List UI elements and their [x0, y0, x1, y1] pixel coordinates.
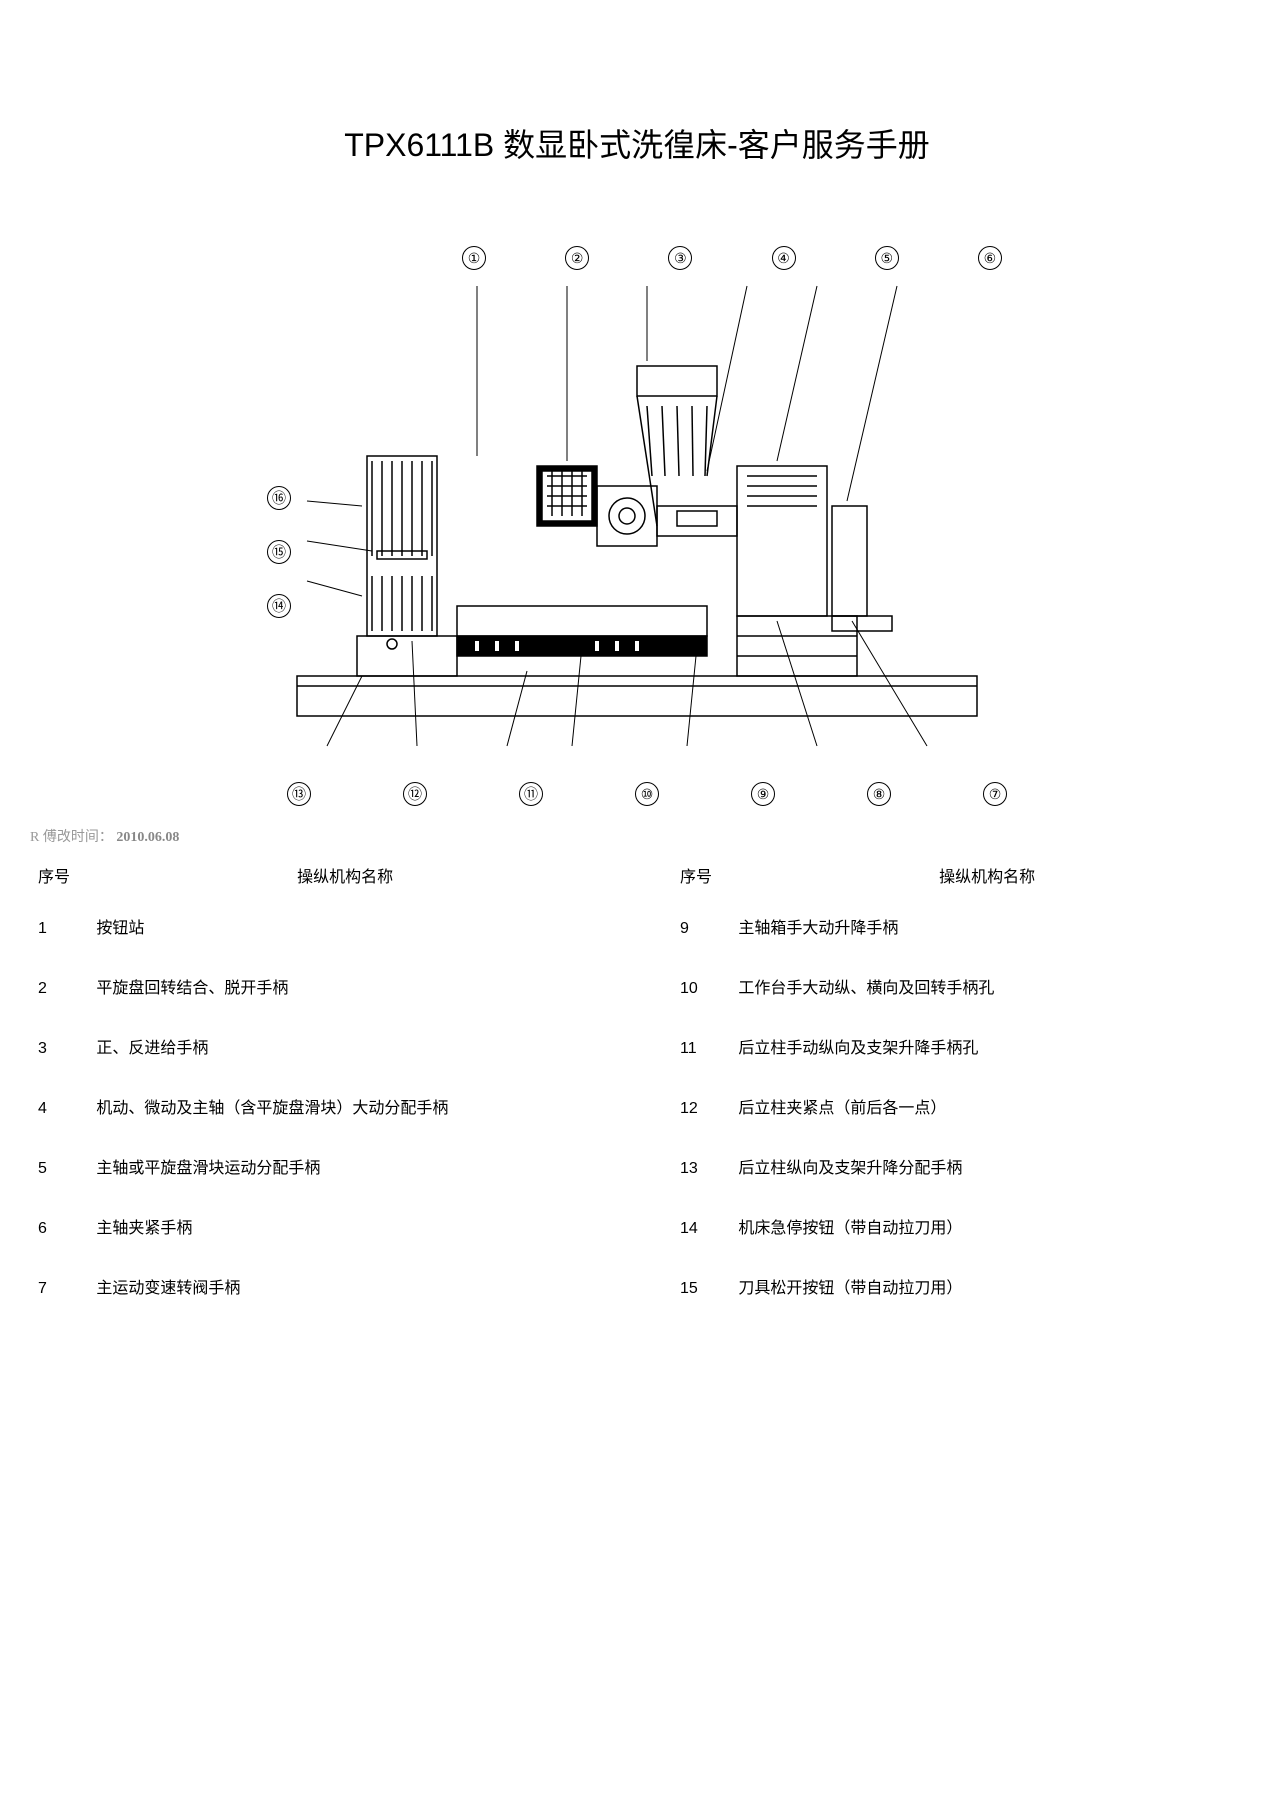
row-num: 4	[30, 1079, 88, 1139]
row-num: 5	[30, 1139, 88, 1199]
row-name: 后立柱纵向及支架升降分配手柄	[730, 1139, 1244, 1199]
row-num: 15	[672, 1259, 730, 1319]
callout-4: ④	[772, 246, 796, 270]
callout-8: ⑧	[867, 782, 891, 806]
row-name: 机动、微动及主轴（含平旋盘滑块）大动分配手柄	[88, 1079, 602, 1139]
row-num: 6	[30, 1199, 88, 1259]
row-name: 后立柱手动纵向及支架升降手柄孔	[730, 1019, 1244, 1079]
callout-row-bottom: ⑬ ⑫ ⑪ ⑩ ⑨ ⑧ ⑦	[287, 782, 1007, 806]
callout-7: ⑦	[983, 782, 1007, 806]
callout-1: ①	[462, 246, 486, 270]
callout-3: ③	[668, 246, 692, 270]
table-row: 2 平旋盘回转结合、脱开手柄 10 工作台手大动纵、横向及回转手柄孔	[30, 959, 1244, 1019]
table-row: 3 正、反进给手柄 11 后立柱手动纵向及支架升降手柄孔	[30, 1019, 1244, 1079]
row-name: 主轴或平旋盘滑块运动分配手柄	[88, 1139, 602, 1199]
row-name: 平旋盘回转结合、脱开手柄	[88, 959, 602, 1019]
table-row: 7 主运动变速转阀手柄 15 刀具松开按钮（带自动拉刀用）	[30, 1259, 1244, 1319]
table-row: 5 主轴或平旋盘滑块运动分配手柄 13 后立柱纵向及支架升降分配手柄	[30, 1139, 1244, 1199]
parts-table: 序号 操纵机构名称 序号 操纵机构名称 1 按钮站 9 主轴箱手大动升降手柄 2…	[30, 851, 1244, 1319]
row-name: 刀具松开按钮（带自动拉刀用）	[730, 1259, 1244, 1319]
row-num: 12	[672, 1079, 730, 1139]
row-name: 按钮站	[88, 899, 602, 959]
row-num: 14	[672, 1199, 730, 1259]
callout-2: ②	[565, 246, 589, 270]
row-name: 工作台手大动纵、横向及回转手柄孔	[730, 959, 1244, 1019]
th-seq-right: 序号	[672, 851, 730, 899]
row-name: 后立柱夹紧点（前后各一点）	[730, 1079, 1244, 1139]
callout-10: ⑩	[635, 782, 659, 806]
callout-11: ⑪	[519, 782, 543, 806]
machine-diagram: ① ② ③ ④ ⑤ ⑥ ⑯ ⑮ ⑭ ⑬ ⑫ ⑪ ⑩ ⑨ ⑧ ⑦	[247, 246, 1027, 806]
row-name: 主运动变速转阀手柄	[88, 1259, 602, 1319]
callout-13: ⑬	[287, 782, 311, 806]
row-num: 1	[30, 899, 88, 959]
table-row: 6 主轴夹紧手柄 14 机床急停按钮（带自动拉刀用）	[30, 1199, 1244, 1259]
row-name: 机床急停按钮（带自动拉刀用）	[730, 1199, 1244, 1259]
row-num: 7	[30, 1259, 88, 1319]
table-row: 4 机动、微动及主轴（含平旋盘滑块）大动分配手柄 12 后立柱夹紧点（前后各一点…	[30, 1079, 1244, 1139]
row-num: 13	[672, 1139, 730, 1199]
page-title: TPX6111B 数显卧式洗徨床-客户服务手册	[30, 120, 1244, 166]
machine-line-drawing	[277, 276, 997, 756]
revision-note: R 傅改时间： 2010.06.08	[30, 826, 1244, 846]
row-num: 3	[30, 1019, 88, 1079]
callout-5: ⑤	[875, 246, 899, 270]
th-name-right: 操纵机构名称	[730, 851, 1244, 899]
callout-6: ⑥	[978, 246, 1002, 270]
callout-12: ⑫	[403, 782, 427, 806]
revision-date: 2010.06.08	[116, 830, 179, 845]
row-name: 主轴箱手大动升降手柄	[730, 899, 1244, 959]
row-num: 2	[30, 959, 88, 1019]
th-seq-left: 序号	[30, 851, 88, 899]
row-num: 11	[672, 1019, 730, 1079]
revision-prefix: R 傅改时间：	[30, 830, 113, 845]
row-num: 9	[672, 899, 730, 959]
row-num: 10	[672, 959, 730, 1019]
row-name: 主轴夹紧手柄	[88, 1199, 602, 1259]
row-name: 正、反进给手柄	[88, 1019, 602, 1079]
callout-9: ⑨	[751, 782, 775, 806]
th-name-left: 操纵机构名称	[88, 851, 602, 899]
callout-row-top: ① ② ③ ④ ⑤ ⑥	[462, 246, 1002, 270]
table-row: 1 按钮站 9 主轴箱手大动升降手柄	[30, 899, 1244, 959]
